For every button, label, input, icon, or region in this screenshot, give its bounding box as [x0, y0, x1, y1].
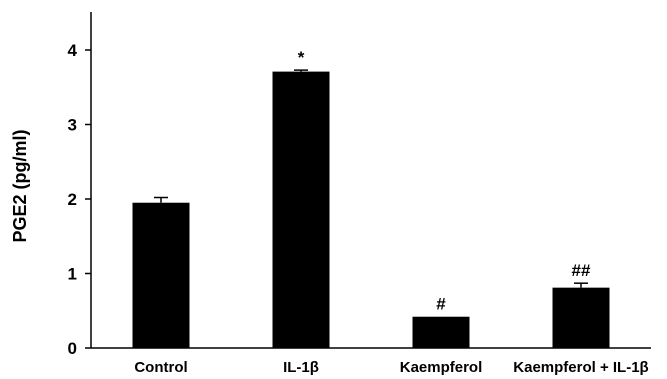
- bar: [552, 287, 610, 348]
- significance-marker: *: [298, 48, 305, 67]
- x-tick-labels: Control IL-1β Kaempferol Kaempferol + IL-1β: [134, 359, 648, 376]
- y-tick-label: 1: [68, 265, 77, 284]
- y-ticks: 0 1 2 3 4: [68, 41, 91, 358]
- bar: [132, 202, 190, 348]
- significance-marker: #: [436, 295, 446, 314]
- bar: [272, 71, 330, 348]
- x-tick-label: Kaempferol: [400, 359, 483, 376]
- error-bars: [154, 69, 588, 288]
- annotations: *###: [298, 48, 591, 314]
- x-tick-label: IL-1β: [283, 359, 319, 376]
- y-tick-label: 0: [68, 339, 77, 358]
- y-tick-label: 3: [68, 116, 77, 135]
- y-tick-label: 4: [68, 41, 78, 60]
- x-tick-label: Kaempferol + IL-1β: [513, 359, 648, 376]
- x-tick-label: Control: [134, 359, 187, 376]
- bar: [412, 316, 470, 348]
- y-axis-title: PGE2 (pg/ml): [10, 129, 30, 242]
- y-tick-label: 2: [68, 190, 77, 209]
- significance-marker: ##: [572, 261, 591, 280]
- bars: [132, 71, 610, 348]
